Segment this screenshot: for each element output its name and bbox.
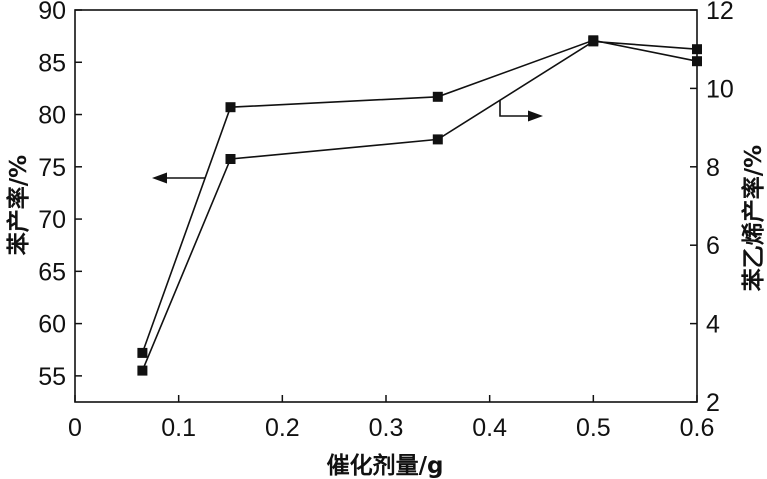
data-point-right-axis (137, 365, 148, 376)
tick-marks (74, 9, 698, 403)
data-point-left-axis (692, 56, 702, 67)
data-point-right-axis (588, 36, 599, 47)
y-tick-label-right: 10 (706, 75, 734, 103)
y-tick-label-left: 75 (38, 154, 66, 182)
data-point-left-axis (137, 347, 148, 358)
x-tick-label: 0.5 (576, 414, 611, 442)
y-tick-label-right: 8 (706, 154, 720, 182)
y-tick-label-left: 80 (38, 102, 66, 130)
x-axis-title: 催化剂量/g (327, 452, 444, 479)
y-tick-label-left: 55 (38, 363, 66, 391)
x-tick-label: 0.3 (369, 414, 404, 442)
x-tick-label: 0.1 (161, 414, 196, 442)
axis-indicator-arrow-left (152, 172, 205, 184)
data-point-left-axis (225, 102, 236, 113)
arrow-shaft (499, 100, 530, 117)
y-tick-label-left: 85 (38, 49, 66, 77)
y-tick-label-left: 70 (38, 206, 66, 234)
x-tick-label: 0.4 (472, 414, 507, 442)
y-axis-title-right: 苯乙烯产率/% (740, 145, 767, 292)
arrow-head (528, 110, 543, 122)
y-tick-label-left: 65 (38, 258, 66, 286)
y-tick-label-right: 12 (706, 0, 734, 25)
x-tick-label: 0.6 (680, 414, 715, 442)
tick-labels: 0 0.1 0.2 0.3 0.4 0.5 0.6 55 60 65 70 75 80 85 90 2 4 6 8 1… (38, 0, 734, 442)
y-tick-label-right: 6 (706, 232, 720, 260)
data-point-right-axis (692, 44, 702, 55)
data-point-right-axis (432, 134, 443, 145)
data-point-right-axis (225, 154, 236, 164)
data-point-left-axis (432, 91, 443, 102)
arrow-head (152, 172, 167, 184)
x-tick-label: 0 (68, 414, 82, 442)
axis-indicator-arrow-right (499, 100, 543, 122)
series-group (137, 35, 702, 376)
y-tick-label-left: 60 (38, 311, 66, 339)
y-axis-title-left: 苯产率/% (5, 155, 32, 256)
y-tick-label-left: 90 (38, 0, 66, 25)
y-tick-label-right: 2 (706, 389, 720, 417)
y-tick-label-right: 4 (706, 311, 720, 339)
x-tick-label: 0.2 (265, 414, 300, 442)
